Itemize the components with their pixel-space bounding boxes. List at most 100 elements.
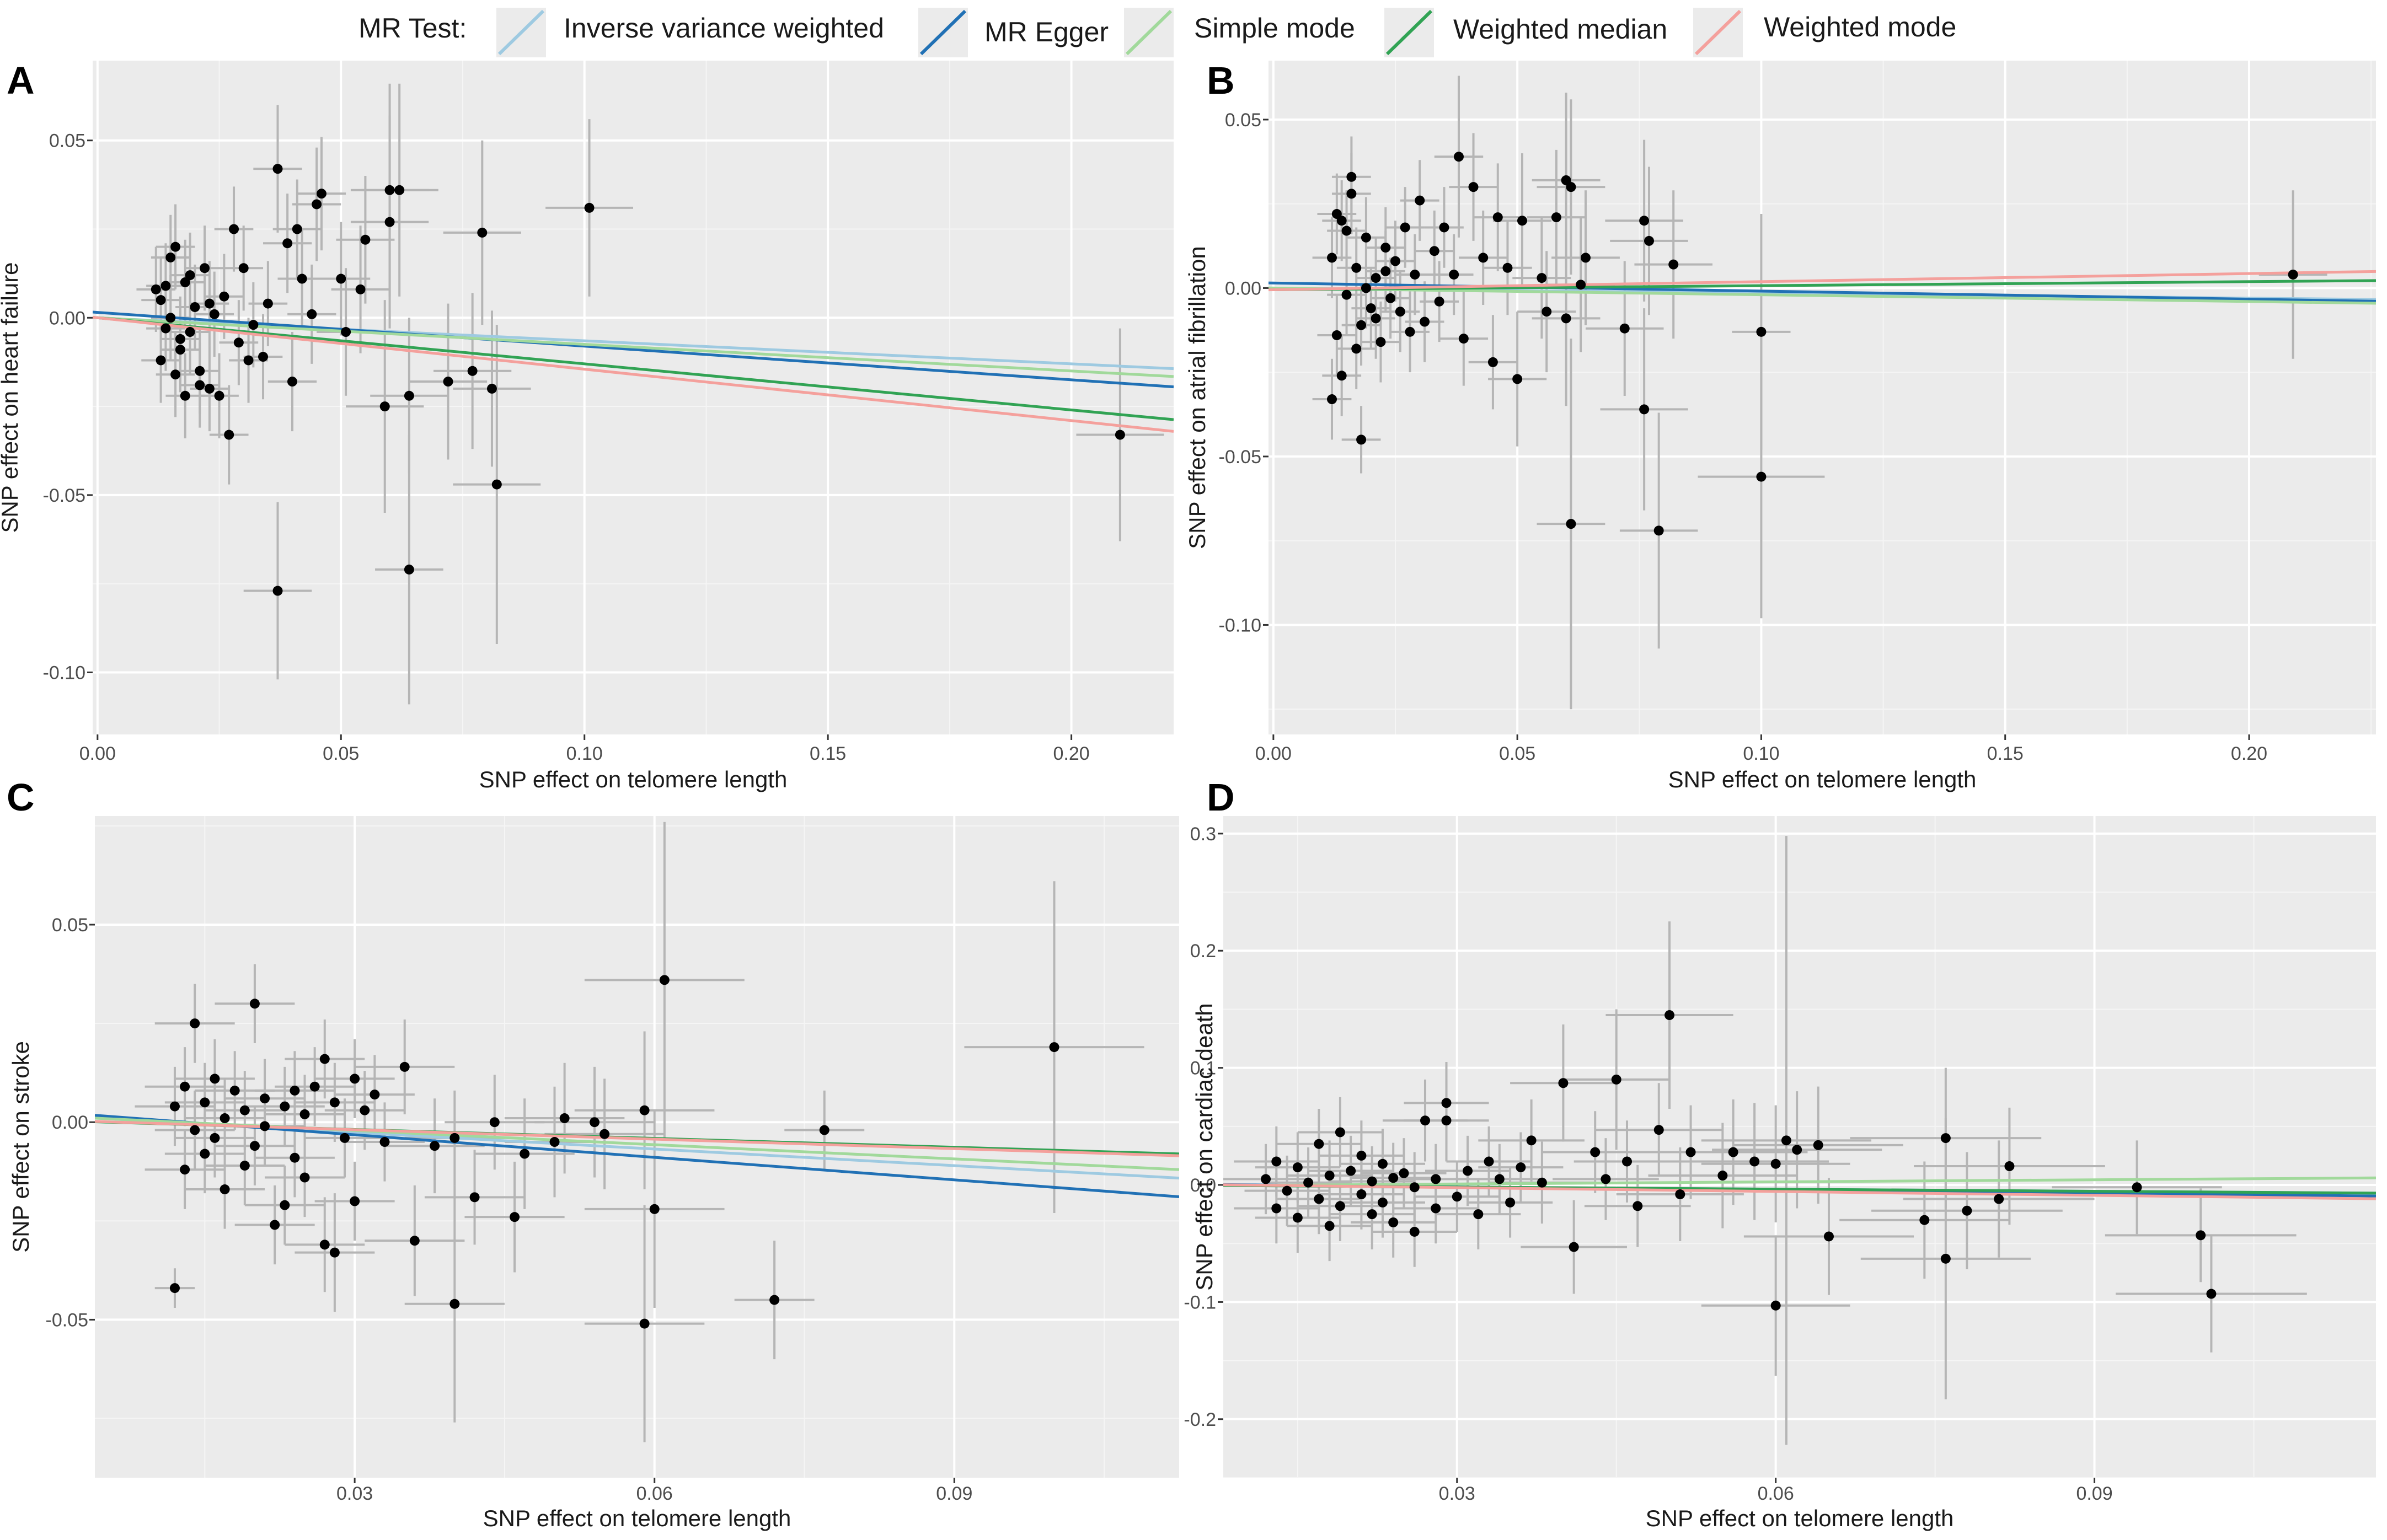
panel-a-y-tick-label: 0.00 — [49, 308, 85, 329]
panel-c-x-tick-label: 0.03 — [336, 1483, 373, 1504]
panel-c-data-point — [639, 1318, 650, 1329]
panel-b-data-point — [1478, 253, 1489, 263]
panel-c-data-point — [329, 1097, 340, 1108]
panel-b-line-weighted-mode — [1269, 270, 2376, 292]
panel-a-data-point — [316, 189, 327, 199]
panel-a-data-point — [477, 227, 488, 238]
panel-d-data-point — [1728, 1147, 1738, 1157]
panel-d-data-point — [1823, 1231, 1834, 1242]
panel-b-data-point — [1395, 307, 1405, 317]
panel-a-data-point — [219, 291, 229, 302]
panel-b-data-point — [1580, 253, 1591, 263]
panel-c-y-tick-label: -0.05 — [46, 1310, 89, 1330]
panel-d-data-point — [1314, 1194, 1324, 1204]
panel-b-data-point — [1668, 259, 1679, 270]
panel-b-data-point — [1644, 235, 1654, 246]
panel-c-data-point — [220, 1184, 230, 1195]
panel-b-data-point — [1346, 171, 1357, 182]
panel-d-data-point — [1377, 1197, 1388, 1208]
panel-b-y-tick-label: -0.10 — [1219, 615, 1262, 636]
panel-c-data-point — [299, 1109, 310, 1119]
panel-b-data-point — [1756, 471, 1767, 482]
panel-b-data-point — [1458, 334, 1469, 344]
panel-c-data-point — [409, 1236, 420, 1246]
panel-d-data-point — [1261, 1174, 1271, 1184]
panel-b-data-point — [1326, 253, 1337, 263]
panel-a-data-point — [384, 185, 395, 195]
panel-b-data-point — [2288, 269, 2298, 280]
legend: MR Test: Inverse variance weighted MR Eg… — [358, 8, 1956, 57]
panel-d-data-point — [1962, 1205, 1972, 1216]
panel-a-data-point — [282, 238, 293, 249]
panel-a-data-point — [185, 270, 195, 281]
panel-c-data-point — [469, 1192, 480, 1203]
legend-line-mr-egger — [919, 9, 967, 56]
panel-a-y-tick-label: -0.05 — [43, 485, 86, 506]
panel-d-data-point — [1569, 1242, 1579, 1252]
panel-d: D 0.03 0.06 0.09 -0.2 -0.1 0.0 0.1 0.2 0.3 SNP ef… — [1184, 776, 2376, 1531]
panel-b-data-point — [1439, 222, 1449, 233]
panel-b-data-point — [1326, 394, 1337, 405]
panel-b-data-point — [1537, 273, 1547, 283]
panel-b-data-point — [1380, 243, 1391, 253]
panel-c-data-point — [589, 1117, 600, 1128]
panel-a-data-point — [156, 295, 166, 305]
panel-b-x-tick-label: 0.20 — [2231, 743, 2267, 764]
panel-c-line-mr-egger — [95, 1114, 1179, 1198]
panel-a-data-point — [584, 202, 595, 213]
panel-b-data-point — [1361, 283, 1371, 293]
panel-b-y-tick-label: 0.05 — [1225, 110, 1261, 131]
panel-a-data-point — [214, 390, 224, 401]
panel-b-data-point — [1542, 307, 1552, 317]
panel-d-data-point — [1919, 1215, 1930, 1225]
panel-d-data-point — [1335, 1201, 1345, 1211]
panel-b-data-point — [1639, 404, 1650, 415]
panel-a-data-point — [467, 366, 478, 376]
panel-a-data-point — [248, 320, 259, 330]
panel-b-data-point — [1400, 222, 1410, 233]
panel-d-data-point — [1653, 1125, 1664, 1135]
panel-c-data-point — [280, 1101, 290, 1112]
panel-b-data-point — [1346, 189, 1357, 199]
panel-c-data-point — [180, 1165, 190, 1175]
panel-a-data-point — [229, 224, 239, 234]
panel-d-data-point — [1431, 1203, 1441, 1214]
panel-b-data-point — [1449, 269, 1459, 280]
panel-b-x-tick-label: 0.10 — [1743, 743, 1779, 764]
panel-b-data-point — [1453, 152, 1464, 162]
panel-b-data-point — [1566, 519, 1576, 529]
panel-a-data-point — [160, 281, 171, 291]
legend-line-weighted-mode — [1694, 9, 1742, 56]
panel-c-data-point — [360, 1105, 370, 1115]
panel-b-x-axis-title: SNP effect on telomere length — [1668, 766, 1977, 792]
panel-c-data-point — [239, 1105, 250, 1115]
panel-d-data-point — [1940, 1253, 1951, 1264]
panel-d-y-tick-label: 0.2 — [1190, 941, 1216, 962]
panel-c-data-point — [449, 1298, 460, 1309]
panel-d-data-point — [1940, 1133, 1951, 1144]
panel-b-data-point — [1517, 216, 1527, 226]
panel-c-data-point — [220, 1113, 230, 1124]
legend-line-weighted-median — [1385, 9, 1433, 56]
legend-label-mr-egger: MR Egger — [984, 17, 1109, 47]
panel-b-data-point — [1502, 262, 1513, 273]
panel-b-data-point — [1331, 209, 1342, 219]
panel-d-data-point — [1441, 1098, 1452, 1108]
panel-d-y-tick-label: -0.2 — [1184, 1409, 1216, 1430]
panel-d-data-point — [1526, 1135, 1537, 1146]
panel-d-data-point — [1516, 1162, 1526, 1173]
panel-d-data-point — [1420, 1115, 1430, 1126]
panel-a-plot-background — [93, 61, 1174, 734]
panel-b-line-weighted-median — [1269, 279, 2376, 292]
panel-d-data-point — [1473, 1209, 1484, 1220]
panel-c-data-point — [549, 1137, 560, 1147]
panel-c-data-point — [1049, 1042, 1059, 1053]
panel-b-y-axis-title: SNP effect on atrial fibrillation — [1184, 246, 1210, 549]
panel-b-letter: B — [1207, 59, 1235, 102]
panel-a-y-axis-title: SNP effect on heart failure — [0, 262, 23, 533]
panel-b-data-point — [1639, 216, 1650, 226]
panel-b-data-point — [1566, 182, 1576, 192]
panel-a-data-point — [292, 224, 302, 234]
panel-d-data-point — [1303, 1177, 1314, 1188]
panel-c-data-point — [249, 1141, 260, 1151]
